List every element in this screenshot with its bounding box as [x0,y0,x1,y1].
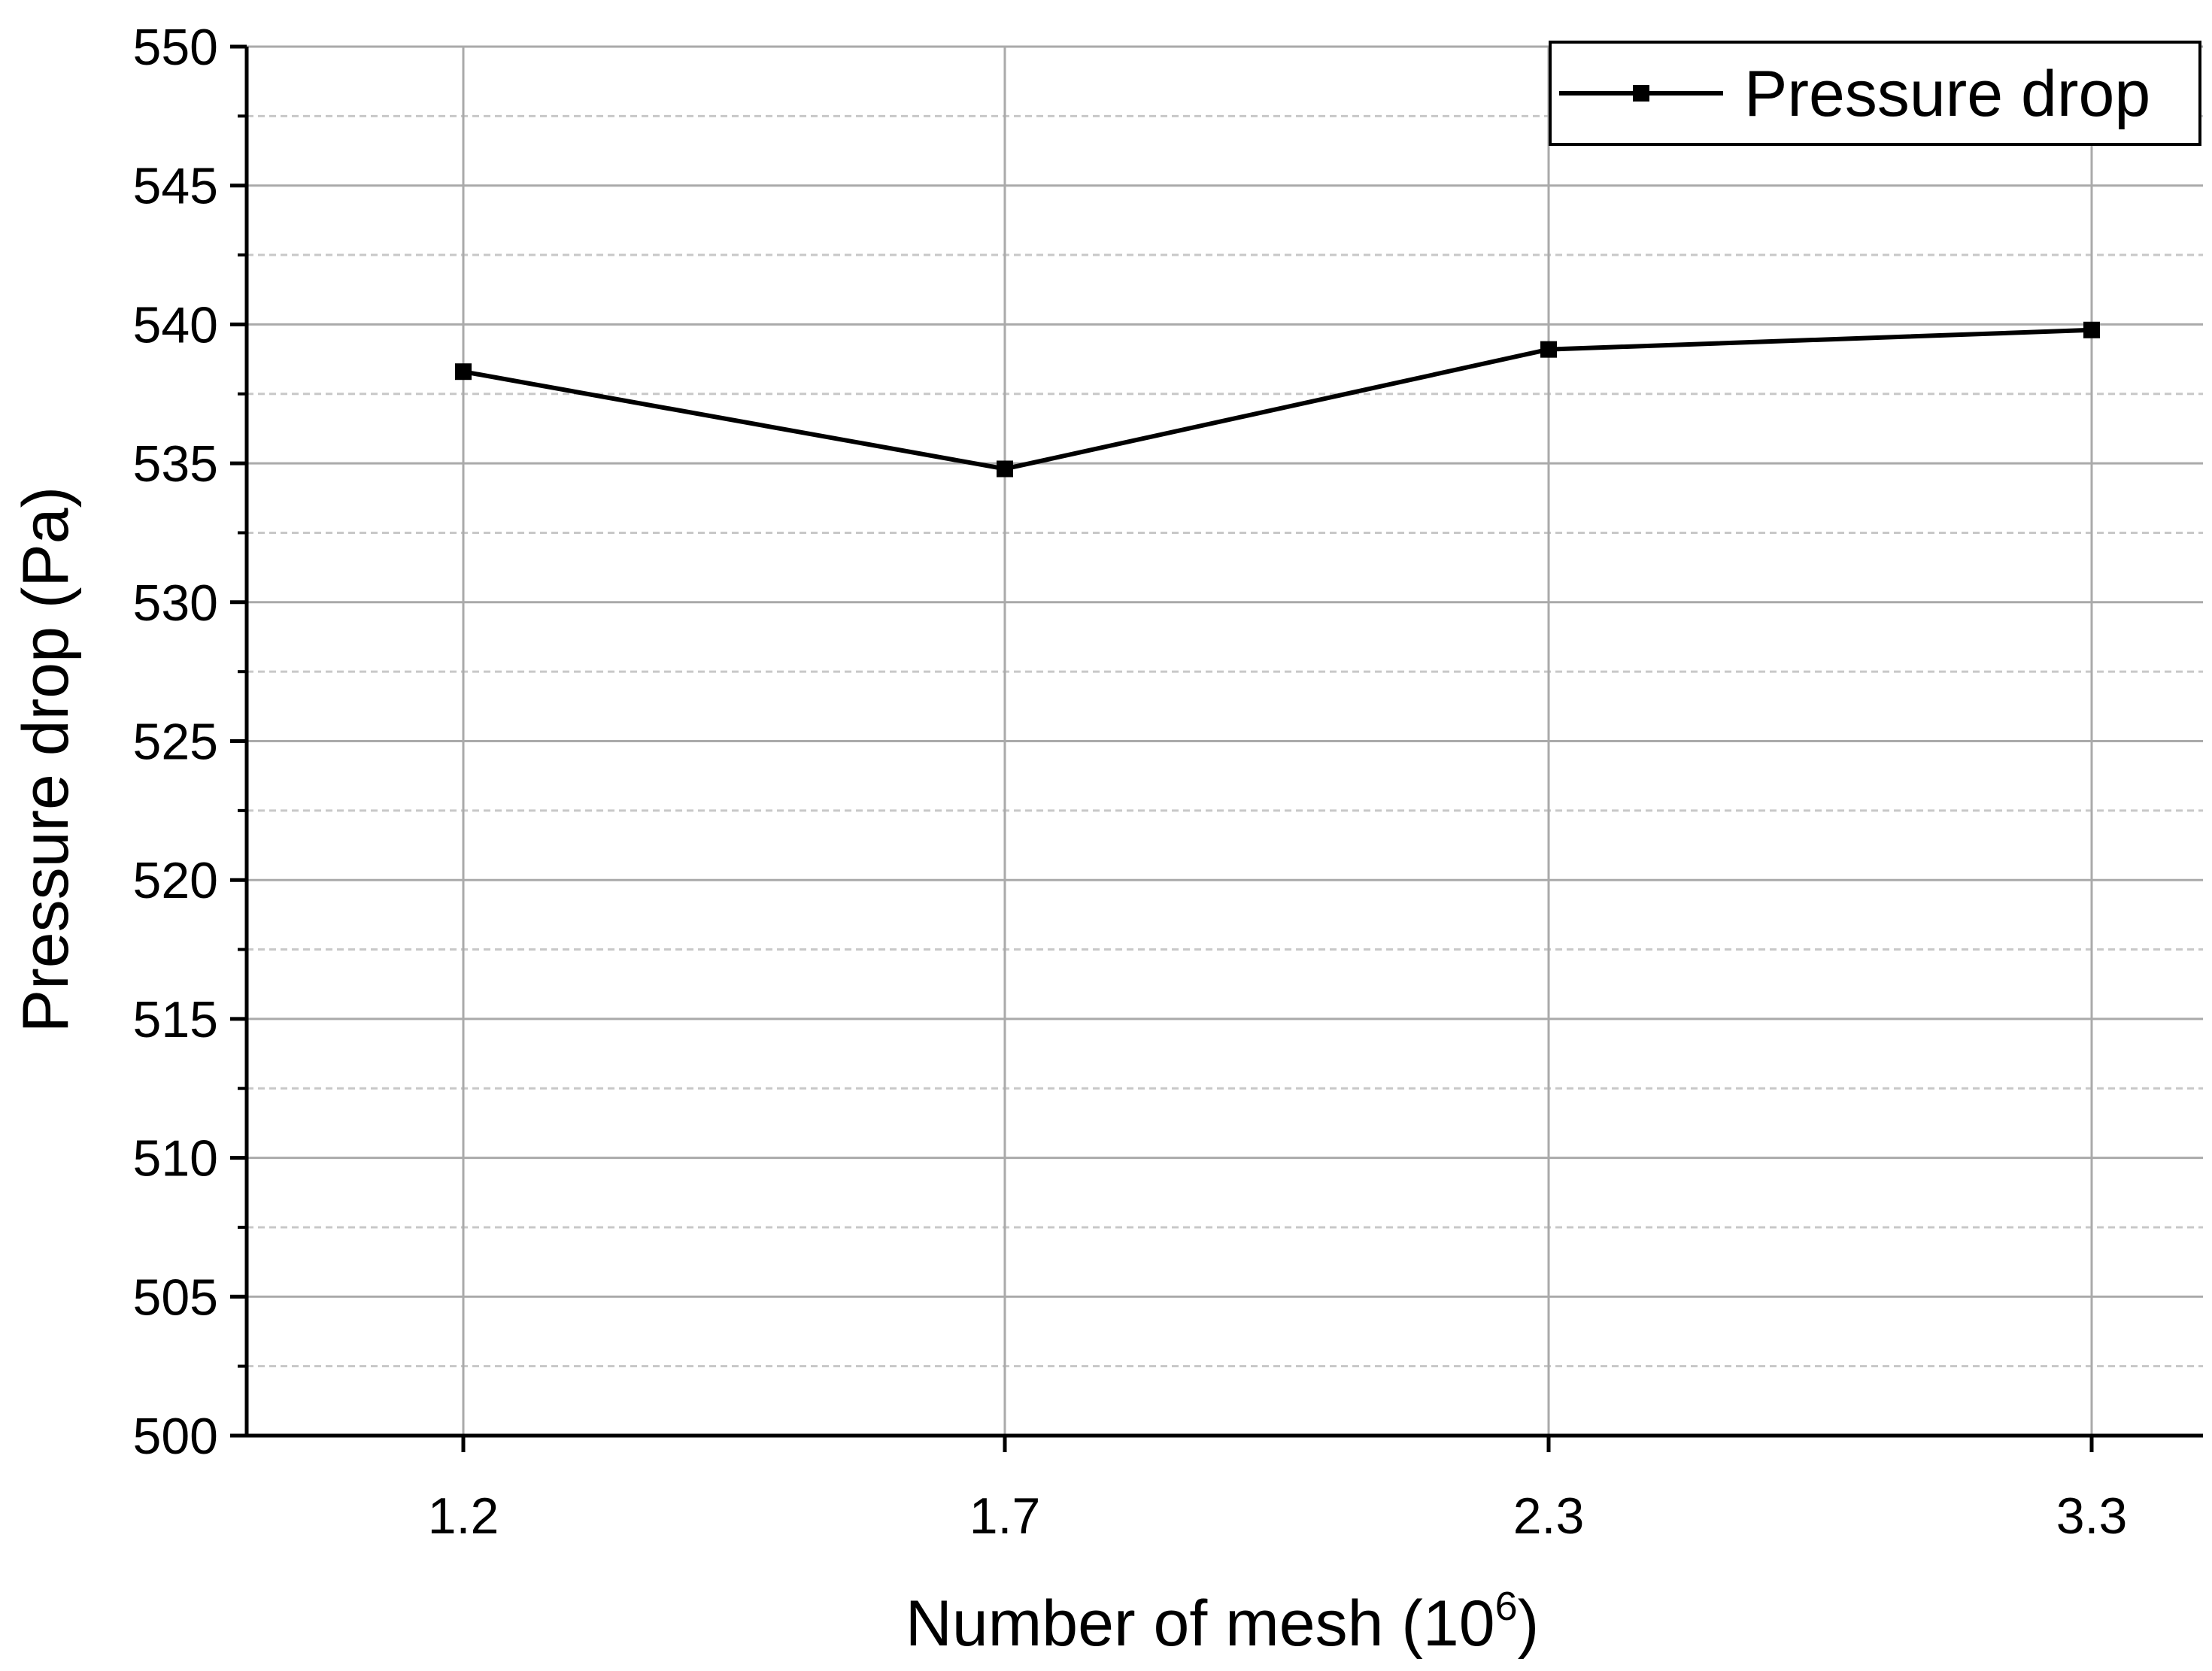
series-layer [455,321,2100,478]
data-point-marker [455,363,472,381]
x-axis-title-main: Number of mesh (10 [906,1588,1495,1660]
x-tick-label: 2.3 [1513,1488,1585,1545]
x-tick-label: 3.3 [2056,1488,2128,1545]
y-tick-label: 520 [133,852,218,909]
y-tick-label: 515 [133,991,218,1048]
legend: Pressure drop [1549,41,2201,146]
x-axis-title: Number of mesh (106) [906,1584,1540,1660]
legend-label: Pressure drop [1744,58,2150,130]
y-tick-label: 535 [133,435,218,493]
y-tick-label: 525 [133,714,218,771]
data-point-marker [997,460,1013,478]
data-point-marker [2083,321,2100,338]
x-tick-label: 1.7 [969,1488,1041,1545]
y-tick-label: 505 [133,1269,218,1326]
legend-marker-sample [1633,85,1649,102]
y-tick-label: 540 [133,296,218,353]
grid [247,45,2203,1436]
y-tick-label: 550 [133,19,218,76]
x-axis-title-end: ) [1518,1588,1540,1660]
y-axis-title: Pressure drop (Pa) [10,487,82,1033]
y-tick-label: 545 [133,158,218,215]
x-tick-label: 1.2 [428,1488,499,1545]
y-tick-label: 510 [133,1130,218,1187]
data-point-marker [1540,341,1557,358]
x-axis-title-exponent: 6 [1495,1584,1518,1629]
y-tick-label: 500 [133,1408,218,1465]
axes: 500 505 510 515 520 525 530 535 540 545 550 1.2 1.7 2… [133,19,2203,1545]
y-tick-label: 530 [133,575,218,632]
series-line [463,327,2092,472]
